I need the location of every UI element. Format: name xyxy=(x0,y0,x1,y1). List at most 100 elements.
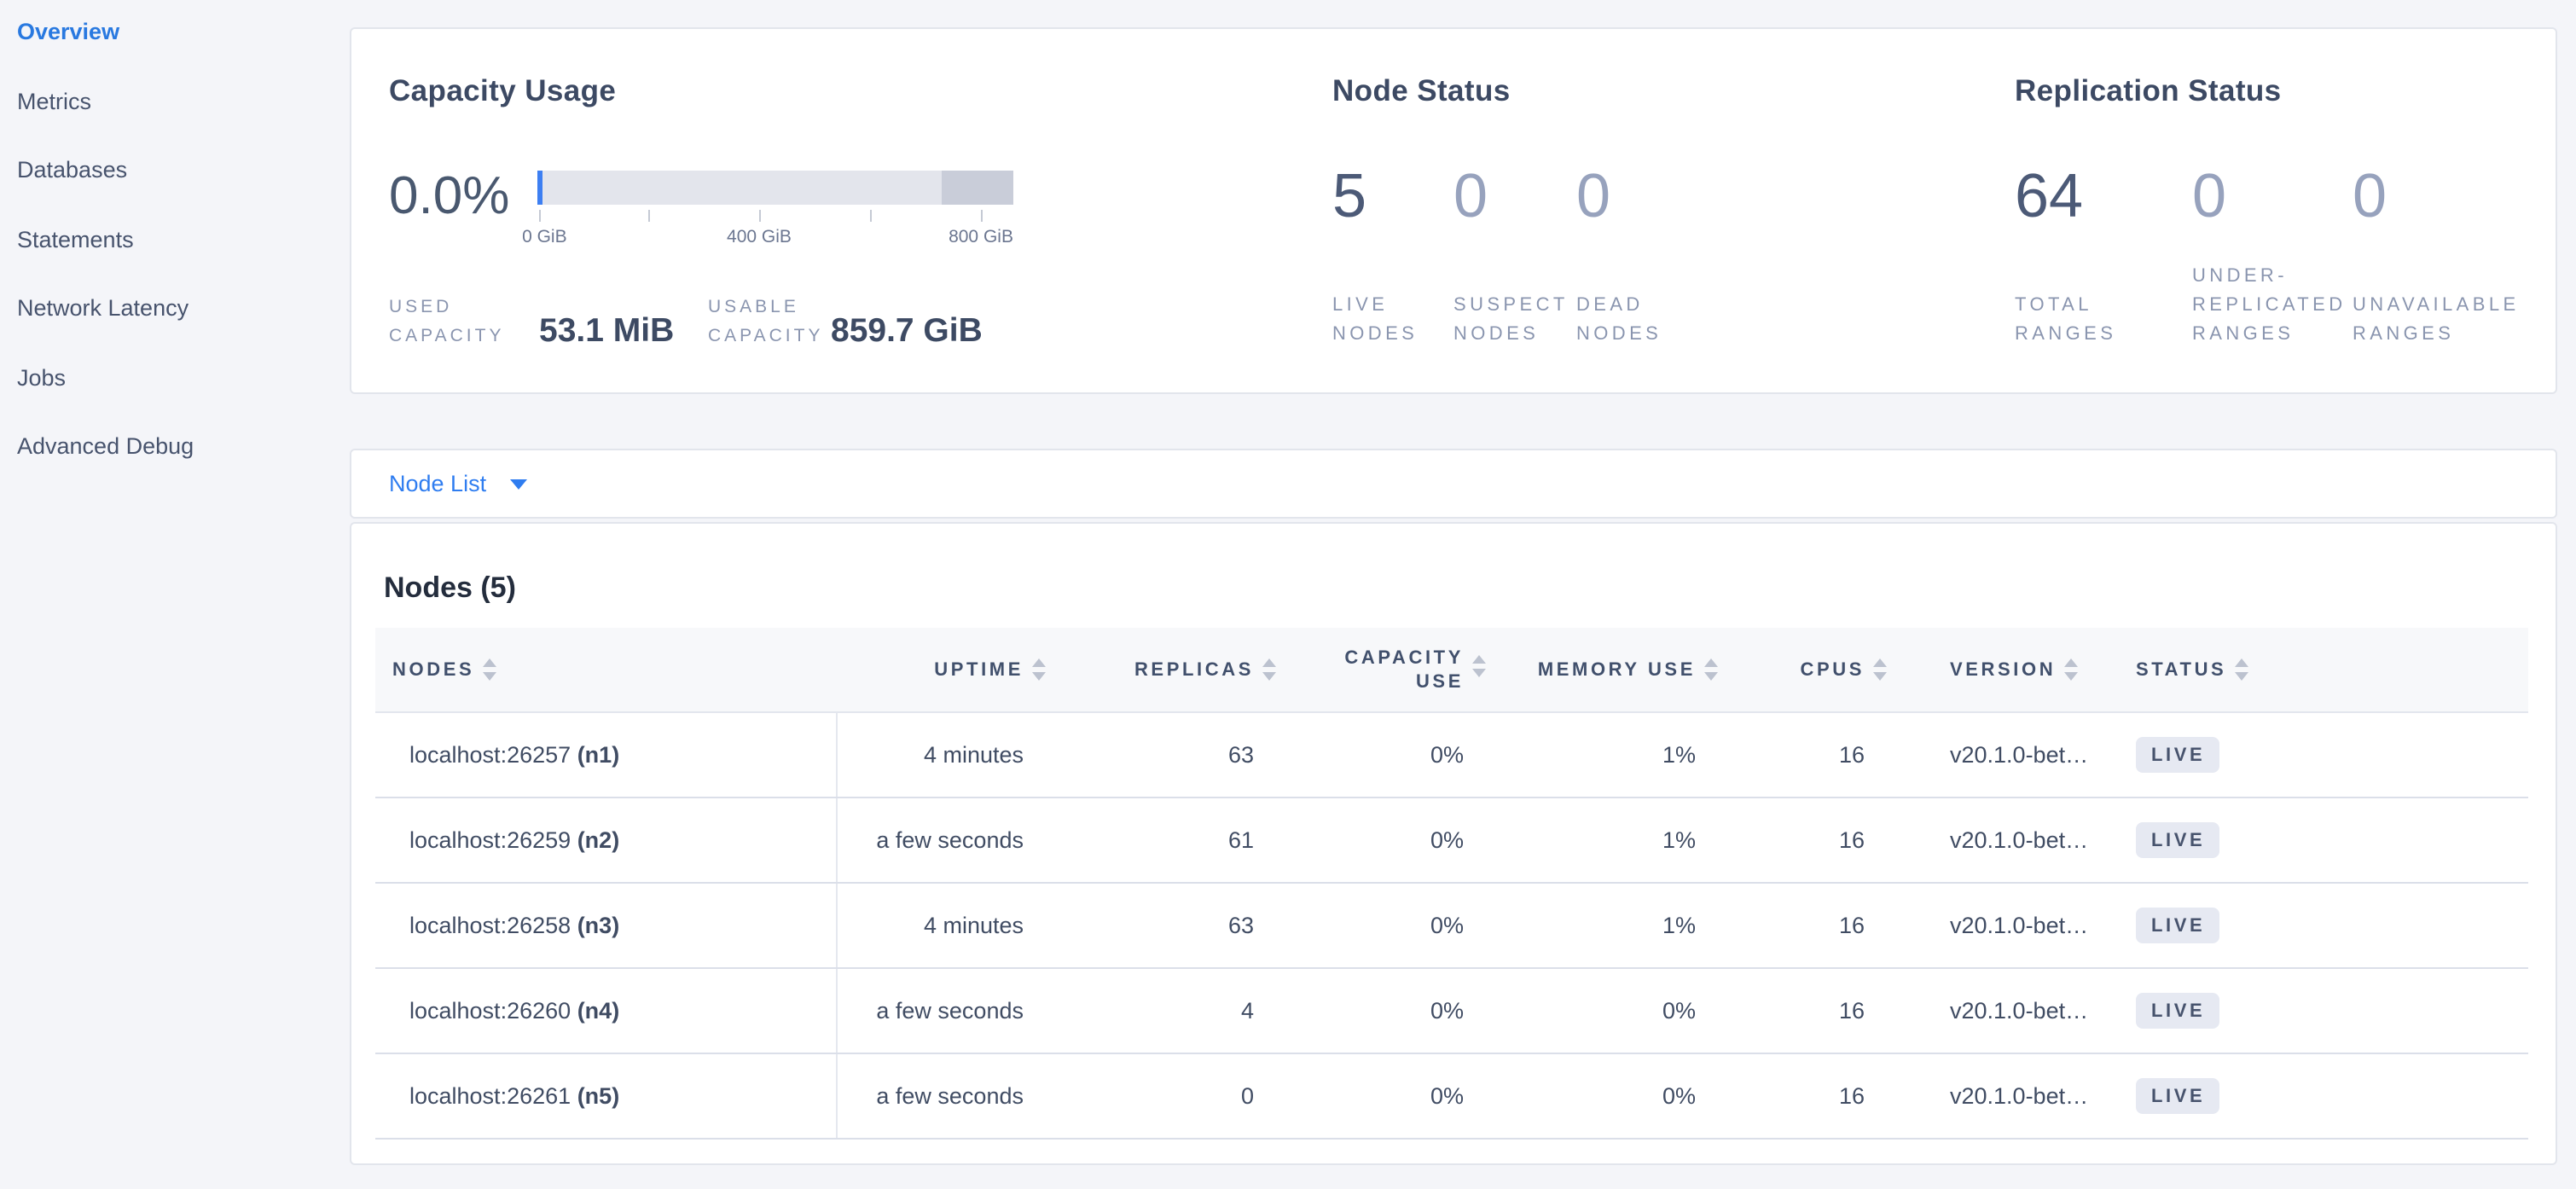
replicas-cell: 63 xyxy=(1047,712,1278,798)
capacity-gauge-bar xyxy=(537,171,1013,205)
version-cell: v20.1.0-bet… xyxy=(1888,968,2126,1054)
column-header-memory-use[interactable]: MEMORY USE xyxy=(1488,628,1720,713)
status-badge: LIVE xyxy=(2136,1078,2219,1114)
column-label-cpus: CPUS xyxy=(1800,659,1865,680)
cpus-cell: 16 xyxy=(1720,968,1888,1054)
node-status-title: Node Status xyxy=(1332,73,1511,107)
sort-icon[interactable] xyxy=(2064,658,2080,681)
uptime-cell: 4 minutes xyxy=(836,883,1047,969)
usable-capacity-value: 859.7 GiB xyxy=(831,312,983,350)
table-row: localhost:26257 (n1) 4 minutes 63 0% 1% … xyxy=(375,712,2528,798)
status-cell: LIVE xyxy=(2126,883,2528,969)
table-header-row: NODES UPTIME REPLICAS CAPACITY USE MEMOR… xyxy=(375,628,2528,713)
node-name-cell[interactable]: localhost:26257 (n1) xyxy=(375,712,837,798)
node-address: localhost:26260 xyxy=(409,998,571,1024)
column-label-version: VERSION xyxy=(1950,659,2057,680)
status-cell: LIVE xyxy=(2126,798,2528,884)
status-badge: LIVE xyxy=(2136,908,2219,943)
dead-nodes-count: 0 xyxy=(1576,160,1611,230)
nodes-table-heading: Nodes (5) xyxy=(384,571,516,604)
replicas-cell: 61 xyxy=(1047,798,1278,884)
replicas-cell: 4 xyxy=(1047,968,1278,1054)
nodes-table: NODES UPTIME REPLICAS CAPACITY USE MEMOR… xyxy=(375,628,2528,1140)
node-id: (n2) xyxy=(577,827,620,853)
cpus-cell: 16 xyxy=(1720,798,1888,884)
capacity-percent: 0.0% xyxy=(389,165,510,225)
version-cell: v20.1.0-bet… xyxy=(1888,712,2126,798)
table-row: localhost:26261 (n5) a few seconds 0 0% … xyxy=(375,1053,2528,1140)
uptime-cell: a few seconds xyxy=(836,968,1047,1054)
caret-down-icon[interactable] xyxy=(510,478,528,489)
sort-icon[interactable] xyxy=(1873,658,1888,681)
memory-use-cell: 1% xyxy=(1488,712,1720,798)
cpus-cell: 16 xyxy=(1720,1053,1888,1140)
node-list-dropdown-label[interactable]: Node List xyxy=(389,471,487,496)
uptime-cell: 4 minutes xyxy=(836,712,1047,798)
sidebar-item-advanced-debug[interactable]: Advanced Debug xyxy=(17,433,194,459)
node-name-cell[interactable]: localhost:26260 (n4) xyxy=(375,968,837,1054)
sort-icon[interactable] xyxy=(1032,658,1047,681)
sort-icon[interactable] xyxy=(1262,658,1278,681)
column-label-replicas: REPLICAS xyxy=(1134,659,1254,680)
sidebar-item-network-latency[interactable]: Network Latency xyxy=(17,295,189,321)
sidebar-item-jobs[interactable]: Jobs xyxy=(17,364,67,390)
sidebar-item-metrics[interactable]: Metrics xyxy=(17,88,91,113)
total-ranges-label: TOTAL RANGES xyxy=(2015,295,2117,345)
column-header-status[interactable]: STATUS xyxy=(2126,628,2528,713)
suspect-nodes-count: 0 xyxy=(1453,160,1488,230)
capacity-use-cell: 0% xyxy=(1278,968,1488,1054)
column-header-replicas[interactable]: REPLICAS xyxy=(1047,628,1278,713)
version-cell: v20.1.0-bet… xyxy=(1888,883,2126,969)
live-nodes-count: 5 xyxy=(1332,160,1367,230)
under-replicated-count: 0 xyxy=(2192,160,2227,230)
version-cell: v20.1.0-bet… xyxy=(1888,1053,2126,1140)
capacity-use-cell: 0% xyxy=(1278,798,1488,884)
node-name-cell[interactable]: localhost:26258 (n3) xyxy=(375,883,837,969)
column-header-version[interactable]: VERSION xyxy=(1888,628,2126,713)
node-name-cell[interactable]: localhost:26261 (n5) xyxy=(375,1053,837,1140)
under-replicated-label: UNDER-REPLICATED RANGES xyxy=(2192,266,2347,345)
sidebar-item-overview[interactable]: Overview xyxy=(17,19,120,44)
sort-icon[interactable] xyxy=(1472,654,1488,676)
uptime-cell: a few seconds xyxy=(836,798,1047,884)
node-address: localhost:26257 xyxy=(409,742,571,768)
total-ranges-count: 64 xyxy=(2015,160,2084,230)
table-row: localhost:26260 (n4) a few seconds 4 0% … xyxy=(375,968,2528,1054)
unavailable-ranges-label: UNAVAILABLE RANGES xyxy=(2353,295,2520,345)
column-header-uptime[interactable]: UPTIME xyxy=(836,628,1047,713)
uptime-cell: a few seconds xyxy=(836,1053,1047,1140)
column-header-capacity-use[interactable]: CAPACITY USE xyxy=(1278,628,1488,713)
capacity-use-cell: 0% xyxy=(1278,712,1488,798)
column-header-nodes[interactable]: NODES xyxy=(375,628,836,713)
node-name-cell[interactable]: localhost:26259 (n2) xyxy=(375,798,837,884)
usable-capacity-label: USABLE CAPACITY xyxy=(708,297,824,345)
gauge-label-800: 800 GiB xyxy=(949,227,1013,247)
status-badge: LIVE xyxy=(2136,993,2219,1029)
memory-use-cell: 0% xyxy=(1488,1053,1720,1140)
node-list-dropdown[interactable]: Node List xyxy=(351,450,2556,517)
capacity-use-cell: 0% xyxy=(1278,883,1488,969)
memory-use-cell: 0% xyxy=(1488,968,1720,1054)
capacity-usage-title: Capacity Usage xyxy=(389,73,617,107)
node-list-selector-card: Node List xyxy=(350,449,2557,519)
sort-icon[interactable] xyxy=(1704,658,1720,681)
replicas-cell: 63 xyxy=(1047,883,1278,969)
version-cell: v20.1.0-bet… xyxy=(1888,798,2126,884)
live-nodes-label: LIVE NODES xyxy=(1332,295,1419,345)
capacity-gauge-labels: 0 GiB 400 GiB 800 GiB xyxy=(522,227,1013,249)
sort-icon[interactable] xyxy=(483,658,498,681)
node-id: (n4) xyxy=(577,998,620,1024)
capacity-gauge: 0 GiB 400 GiB 800 GiB xyxy=(522,165,1013,249)
used-capacity-value: 53.1 MiB xyxy=(539,312,675,350)
capacity-use-cell: 0% xyxy=(1278,1053,1488,1140)
capacity-usage-section: Capacity Usage 0.0% xyxy=(389,73,1344,350)
status-badge: LIVE xyxy=(2136,737,2219,773)
status-cell: LIVE xyxy=(2126,712,2528,798)
sort-icon[interactable] xyxy=(2235,658,2250,681)
sidebar-item-databases[interactable]: Databases xyxy=(17,157,128,183)
table-row: localhost:26259 (n2) a few seconds 61 0%… xyxy=(375,798,2528,884)
column-header-cpus[interactable]: CPUS xyxy=(1720,628,1888,713)
node-address: localhost:26261 xyxy=(409,1083,571,1109)
dead-nodes-label: DEAD NODES xyxy=(1576,295,1662,345)
sidebar-item-statements[interactable]: Statements xyxy=(17,226,134,252)
